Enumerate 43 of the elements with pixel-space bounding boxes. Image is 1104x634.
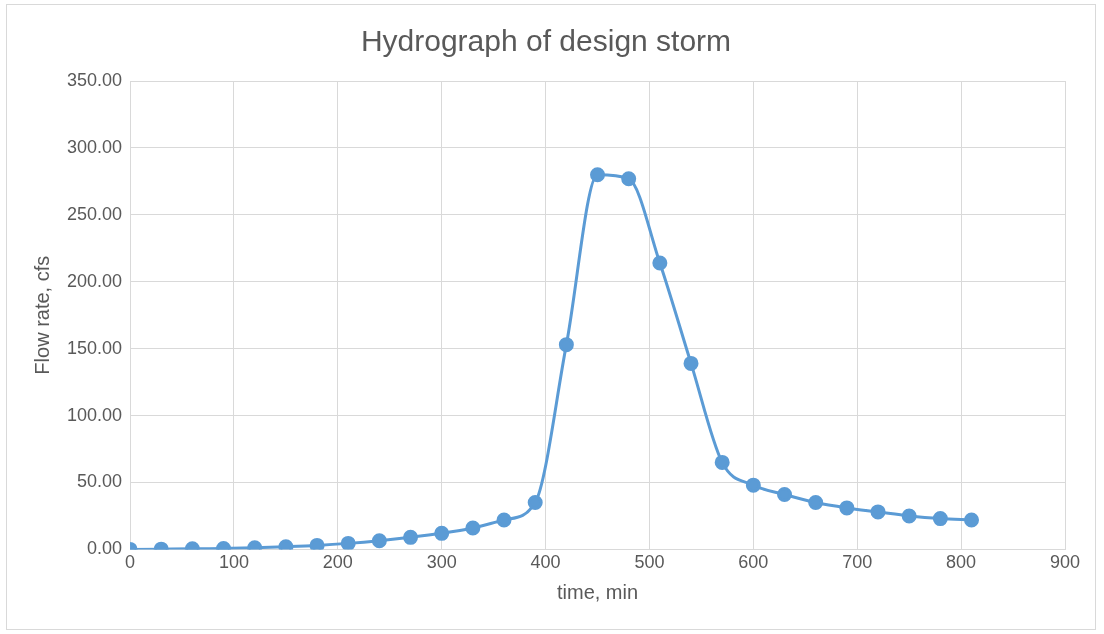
- point: [777, 487, 793, 503]
- x-tick-label: 100: [218, 552, 249, 573]
- point: [371, 533, 387, 549]
- point: [745, 477, 761, 493]
- y-tick-label: 100.00: [66, 404, 123, 425]
- point: [558, 337, 574, 353]
- point: [621, 171, 637, 187]
- x-tick-label: 800: [946, 552, 977, 573]
- x-axis-title: time, min: [556, 580, 639, 603]
- point: [590, 167, 606, 183]
- y-tick-label: 250.00: [66, 203, 123, 224]
- point: [839, 500, 855, 516]
- point: [683, 355, 699, 371]
- x-tick-label: 400: [530, 552, 561, 573]
- y-tick-label: 150.00: [66, 337, 123, 358]
- point: [808, 495, 824, 511]
- point: [465, 520, 481, 536]
- point: [309, 537, 325, 550]
- point: [714, 454, 730, 470]
- point: [870, 504, 886, 520]
- point: [652, 255, 668, 271]
- x-tick-label: 500: [634, 552, 665, 573]
- y-tick-label: 0.00: [87, 538, 123, 559]
- point: [496, 512, 512, 528]
- point: [403, 529, 419, 545]
- x-tick-label: 300: [426, 552, 457, 573]
- point: [964, 512, 980, 528]
- x-tick-label: 600: [738, 552, 769, 573]
- point: [932, 511, 948, 527]
- x-tick-label: 0: [125, 552, 136, 573]
- x-tick-label: 900: [1049, 552, 1081, 573]
- y-tick-label: 300.00: [66, 136, 123, 157]
- point: [434, 525, 450, 541]
- chart-title: Hydrograph of design storm: [360, 24, 732, 58]
- x-tick-label: 700: [842, 552, 873, 573]
- point: [901, 508, 917, 524]
- y-tick-label: 200.00: [66, 270, 123, 291]
- point: [527, 495, 543, 511]
- y-tick-label: 50.00: [77, 471, 123, 492]
- y-axis-title: Flow rate, cfs: [30, 255, 53, 375]
- y-tick-label: 350.00: [66, 69, 123, 90]
- point: [340, 535, 356, 550]
- x-tick-label: 200: [322, 552, 353, 573]
